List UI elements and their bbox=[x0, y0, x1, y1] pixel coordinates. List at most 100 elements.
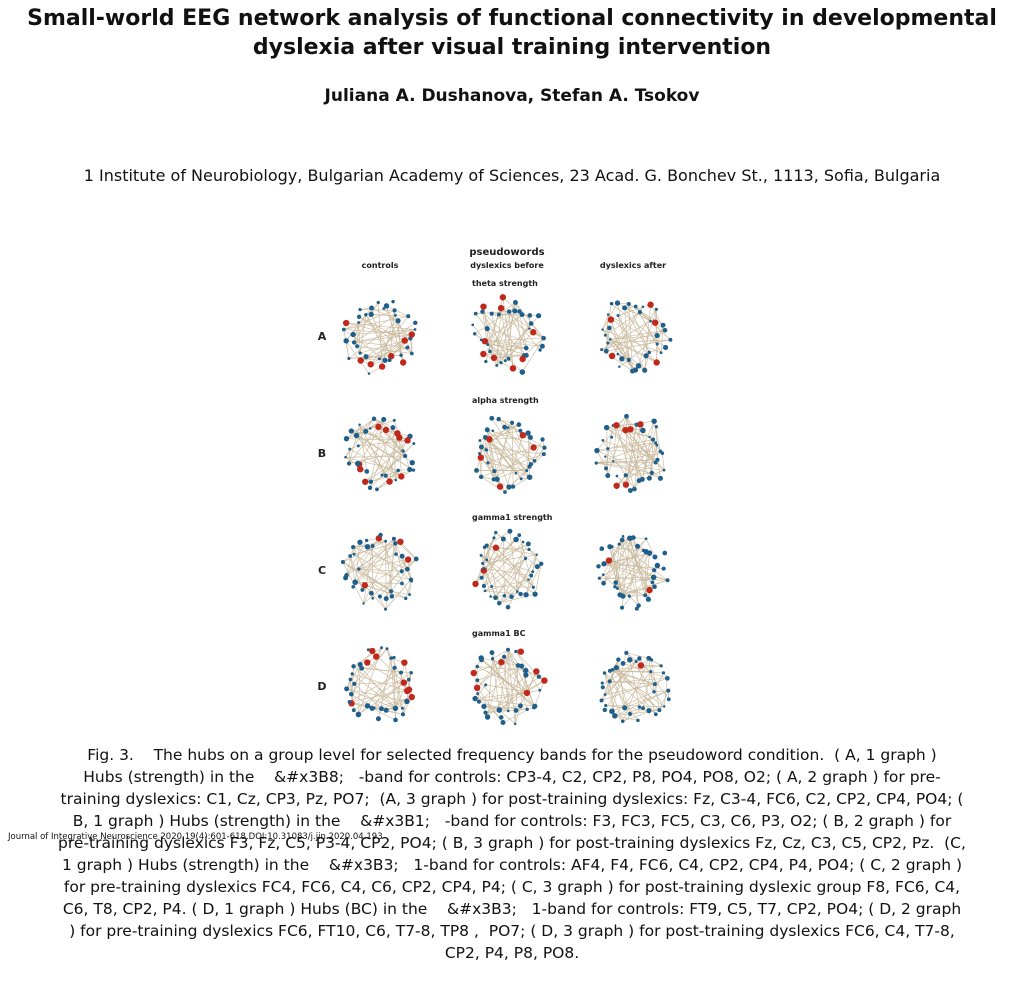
hub-node bbox=[477, 454, 484, 461]
network-edge bbox=[381, 443, 415, 476]
network-edge bbox=[596, 462, 656, 464]
network-edge bbox=[483, 538, 504, 587]
network-edge bbox=[609, 670, 655, 685]
hub-node bbox=[382, 426, 390, 434]
network-node bbox=[529, 573, 534, 578]
network-edge bbox=[649, 347, 666, 353]
network-node bbox=[357, 661, 363, 668]
network-node bbox=[663, 705, 666, 708]
network-node bbox=[362, 602, 365, 605]
network-edge bbox=[534, 447, 545, 462]
network-node bbox=[623, 473, 628, 478]
network-edge bbox=[394, 667, 403, 709]
network-node bbox=[651, 418, 657, 424]
network-node bbox=[355, 344, 360, 349]
figure-caption: Fig. 3. The hubs on a group level for se… bbox=[6, 744, 1018, 964]
network-edge bbox=[486, 545, 534, 588]
network-node bbox=[387, 358, 392, 363]
network-edge bbox=[530, 439, 543, 465]
network-node bbox=[478, 439, 482, 442]
network-edge bbox=[520, 674, 527, 706]
network-node bbox=[600, 348, 604, 352]
network-node bbox=[637, 705, 642, 709]
network-edge bbox=[493, 466, 530, 480]
row-letter: A bbox=[318, 330, 327, 343]
network-node bbox=[478, 655, 484, 661]
network-edge bbox=[526, 671, 537, 694]
network-node bbox=[392, 418, 396, 422]
network-node bbox=[502, 654, 507, 659]
network-node bbox=[507, 528, 513, 534]
network-edge bbox=[622, 707, 644, 722]
network-edge bbox=[358, 568, 412, 581]
network-node bbox=[649, 470, 654, 476]
network-node bbox=[378, 706, 384, 712]
network-node bbox=[472, 332, 477, 336]
network-edge bbox=[525, 563, 542, 595]
network-edge bbox=[619, 579, 668, 596]
network-node bbox=[604, 703, 608, 707]
network-node bbox=[364, 538, 369, 543]
network-node bbox=[605, 473, 611, 479]
network-node bbox=[509, 420, 515, 425]
hub-node bbox=[408, 693, 415, 701]
network-graph bbox=[472, 528, 544, 610]
network-edge bbox=[400, 541, 417, 560]
network-node bbox=[489, 595, 493, 598]
network-edge bbox=[485, 684, 528, 693]
network-edge bbox=[607, 314, 657, 363]
network-edge bbox=[358, 553, 397, 570]
hub-node bbox=[509, 365, 517, 372]
network-graph bbox=[470, 647, 548, 726]
network-node bbox=[404, 698, 410, 705]
network-node bbox=[358, 308, 362, 312]
network-node bbox=[352, 681, 357, 686]
network-node bbox=[613, 664, 620, 671]
network-node bbox=[392, 665, 397, 670]
network-edge bbox=[474, 311, 510, 335]
hub-node bbox=[361, 582, 369, 589]
network-node bbox=[658, 449, 663, 454]
network-node bbox=[482, 566, 486, 570]
network-node bbox=[390, 425, 396, 431]
network-node bbox=[500, 536, 506, 542]
network-node bbox=[603, 693, 607, 696]
network-edge bbox=[606, 339, 671, 352]
hub-node bbox=[396, 434, 403, 441]
network-node bbox=[399, 553, 405, 559]
network-node bbox=[616, 313, 620, 318]
network-node bbox=[519, 663, 525, 669]
network-node bbox=[371, 416, 377, 422]
network-edge bbox=[602, 677, 668, 684]
network-edge bbox=[484, 340, 527, 356]
network-node bbox=[518, 591, 523, 597]
network-node bbox=[532, 705, 536, 710]
network-node bbox=[609, 708, 615, 715]
network-node bbox=[506, 709, 510, 713]
figure-network-graphs: pseudowords controls dyslexics before dysle… bbox=[300, 240, 720, 740]
network-node bbox=[391, 299, 395, 304]
network-node bbox=[606, 341, 610, 345]
network-edge bbox=[349, 542, 361, 557]
row-letter: D bbox=[317, 680, 326, 693]
network-edge bbox=[596, 450, 607, 469]
network-edge bbox=[360, 309, 395, 311]
figure-condition-label: pseudowords bbox=[469, 247, 544, 258]
network-edge bbox=[604, 683, 655, 695]
network-node bbox=[532, 591, 538, 597]
network-node bbox=[511, 484, 516, 489]
hub-node bbox=[517, 648, 525, 655]
network-node bbox=[668, 337, 673, 342]
hub-node bbox=[357, 357, 364, 364]
network-edge bbox=[348, 424, 360, 464]
network-node bbox=[636, 478, 642, 484]
network-edge bbox=[499, 593, 536, 604]
network-edge bbox=[602, 314, 609, 330]
network-node bbox=[535, 553, 538, 556]
network-node bbox=[662, 344, 669, 351]
network-node bbox=[389, 589, 394, 594]
network-edge bbox=[609, 546, 647, 553]
network-node bbox=[540, 437, 545, 442]
network-edge bbox=[599, 550, 644, 579]
network-node bbox=[646, 708, 652, 714]
